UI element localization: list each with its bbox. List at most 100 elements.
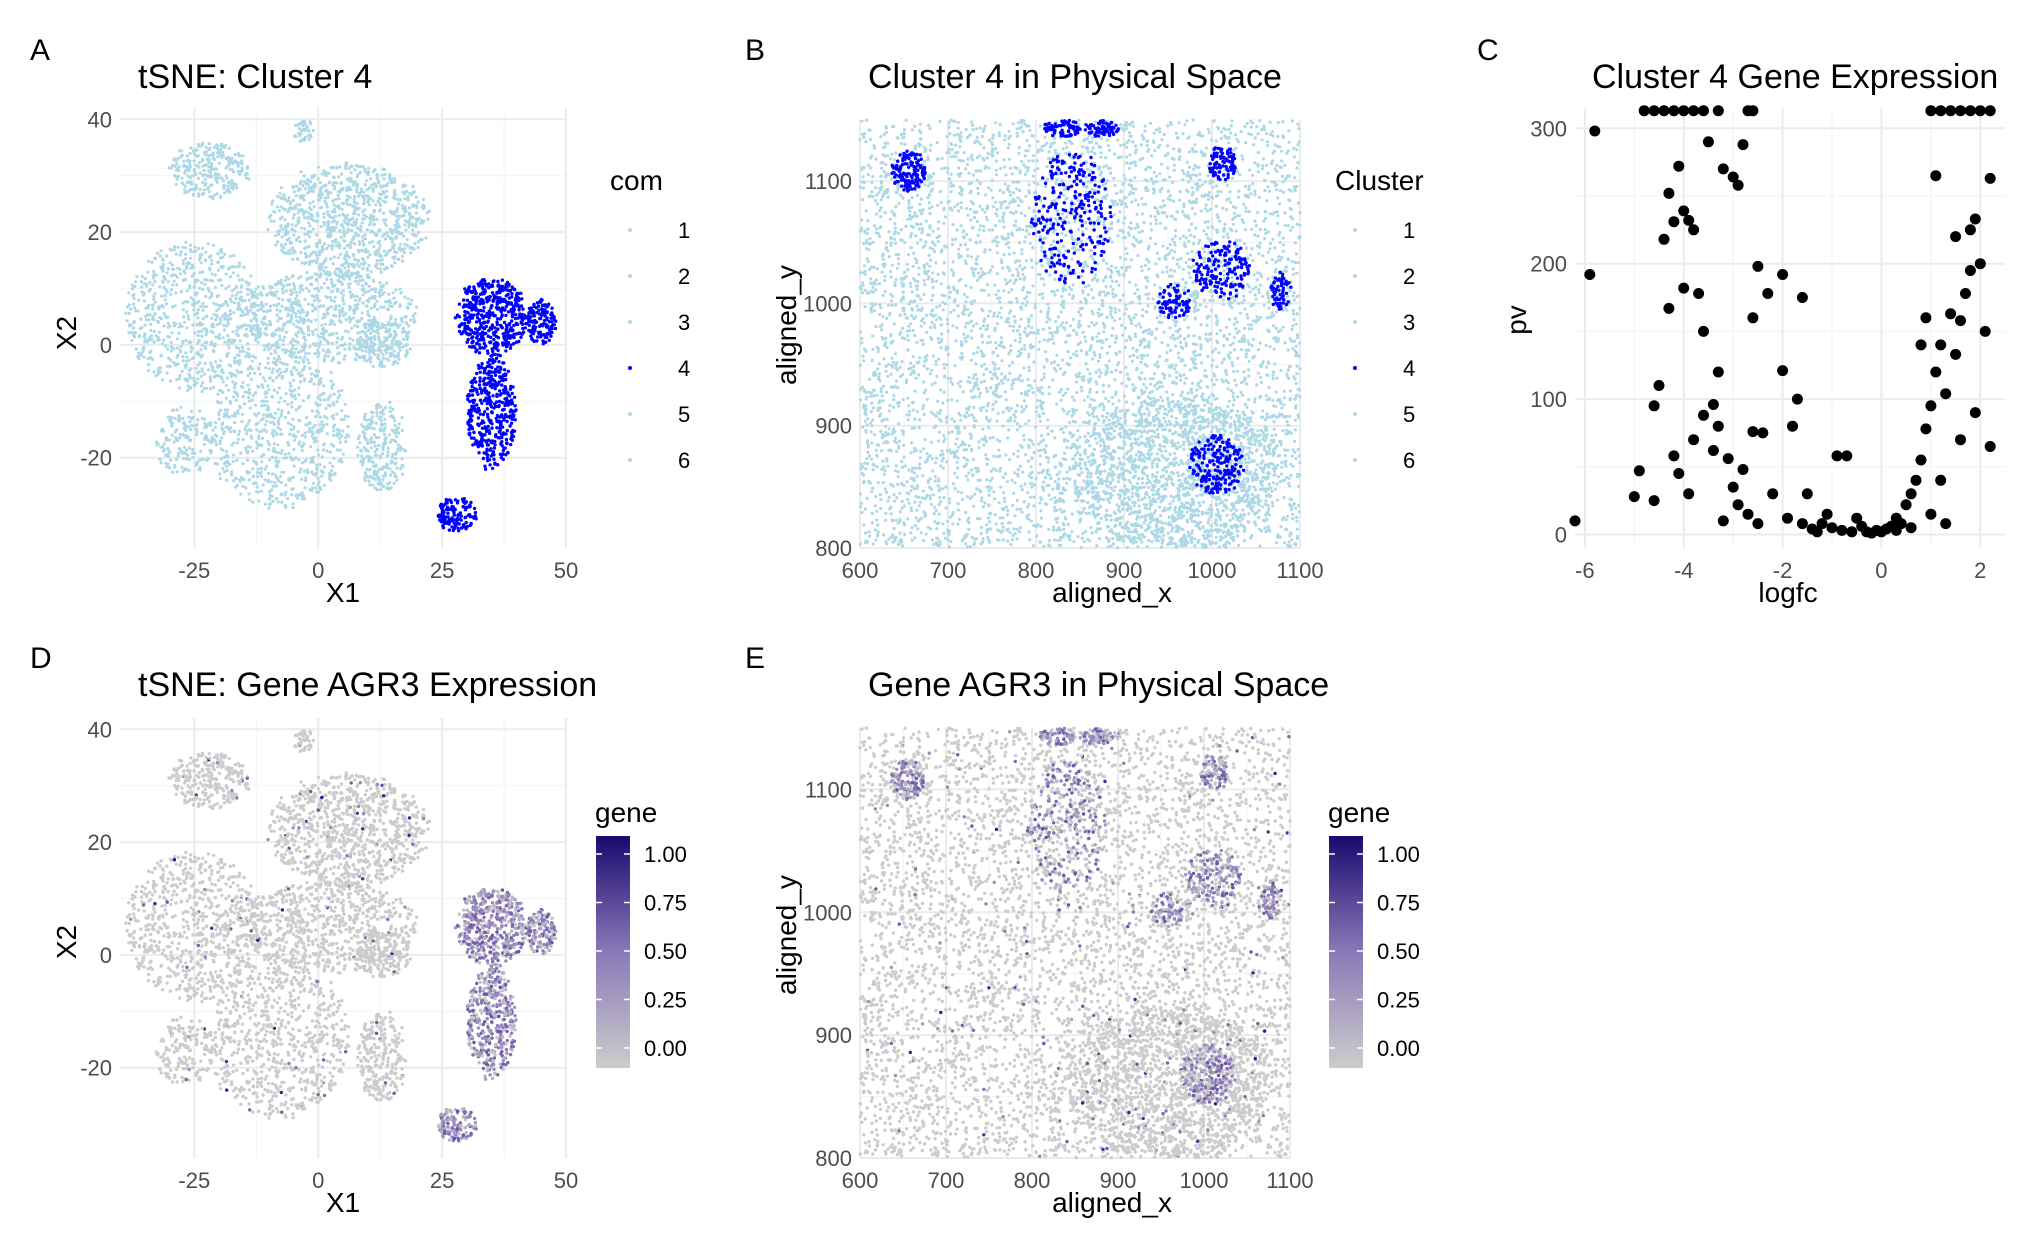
data-point xyxy=(312,482,315,485)
data-point xyxy=(414,242,417,245)
data-point xyxy=(189,146,192,149)
data-point xyxy=(361,221,364,224)
data-point xyxy=(393,261,396,264)
data-point xyxy=(361,267,364,270)
data-point xyxy=(356,342,359,345)
data-point xyxy=(273,389,276,392)
data-point xyxy=(464,516,467,519)
data-point xyxy=(402,185,405,188)
data-point xyxy=(189,176,192,179)
data-point xyxy=(294,397,297,400)
data-point xyxy=(532,332,535,335)
data-point xyxy=(467,422,470,425)
data-point xyxy=(358,240,361,243)
data-point xyxy=(514,299,517,302)
data-point xyxy=(319,488,322,491)
data-point xyxy=(371,415,374,418)
data-point xyxy=(492,371,495,374)
data-point xyxy=(402,465,405,468)
data-point xyxy=(222,371,225,374)
data-point xyxy=(502,361,505,364)
data-point xyxy=(364,326,367,329)
data-point xyxy=(343,348,346,351)
data-point xyxy=(336,346,339,349)
data-point xyxy=(325,247,328,250)
data-point xyxy=(340,236,343,239)
data-point xyxy=(251,467,254,470)
data-point xyxy=(218,364,221,367)
data-point xyxy=(307,129,310,132)
data-point xyxy=(292,448,295,451)
data-point xyxy=(484,396,487,399)
data-point xyxy=(300,478,303,481)
data-point xyxy=(385,357,388,360)
data-point xyxy=(232,460,235,463)
data-point xyxy=(332,414,335,417)
data-point xyxy=(229,168,232,171)
data-point xyxy=(368,285,371,288)
data-point xyxy=(294,355,297,358)
data-point xyxy=(550,320,553,323)
data-point xyxy=(348,290,351,293)
data-point xyxy=(284,243,287,246)
data-point xyxy=(174,363,177,366)
data-point xyxy=(299,196,302,199)
data-point xyxy=(264,379,267,382)
data-point xyxy=(365,359,368,362)
data-point xyxy=(366,256,369,259)
points xyxy=(124,119,557,532)
data-point xyxy=(338,315,341,318)
data-point xyxy=(174,323,177,326)
data-point xyxy=(221,428,224,431)
data-point xyxy=(388,177,391,180)
data-point xyxy=(228,372,231,375)
data-point xyxy=(251,398,254,401)
data-point xyxy=(465,318,468,321)
data-point xyxy=(300,170,303,173)
data-point xyxy=(286,403,289,406)
data-point xyxy=(354,307,357,310)
data-point xyxy=(315,242,318,245)
data-point xyxy=(210,439,213,442)
data-point xyxy=(351,339,354,342)
data-point xyxy=(193,302,196,305)
data-point xyxy=(291,311,294,314)
data-point xyxy=(496,463,499,466)
data-point xyxy=(303,129,306,132)
data-point xyxy=(211,343,214,346)
data-point xyxy=(353,183,356,186)
data-point xyxy=(520,317,523,320)
data-point xyxy=(394,334,397,337)
data-point xyxy=(318,275,321,278)
data-point xyxy=(252,459,255,462)
data-point xyxy=(158,338,161,341)
data-point xyxy=(188,446,191,449)
data-point xyxy=(166,453,169,456)
data-point xyxy=(218,333,221,336)
data-point xyxy=(262,310,265,313)
data-point xyxy=(340,389,343,392)
data-point xyxy=(379,345,382,348)
data-point xyxy=(197,143,200,146)
data-point xyxy=(147,318,150,321)
data-point xyxy=(472,313,475,316)
data-point xyxy=(289,455,292,458)
data-point xyxy=(303,174,306,177)
data-point xyxy=(338,437,341,440)
data-point xyxy=(214,360,217,363)
data-point xyxy=(301,374,304,377)
data-point xyxy=(487,429,490,432)
data-point xyxy=(327,404,330,407)
data-point xyxy=(529,309,532,312)
data-point xyxy=(321,172,324,175)
data-point xyxy=(204,345,207,348)
data-point xyxy=(257,341,260,344)
data-point xyxy=(285,456,288,459)
data-point xyxy=(245,430,248,433)
data-point xyxy=(384,437,387,440)
panel-tag: A xyxy=(30,34,50,67)
data-point xyxy=(324,184,327,187)
data-point xyxy=(528,320,531,323)
data-point xyxy=(379,488,382,491)
data-point xyxy=(306,178,309,181)
